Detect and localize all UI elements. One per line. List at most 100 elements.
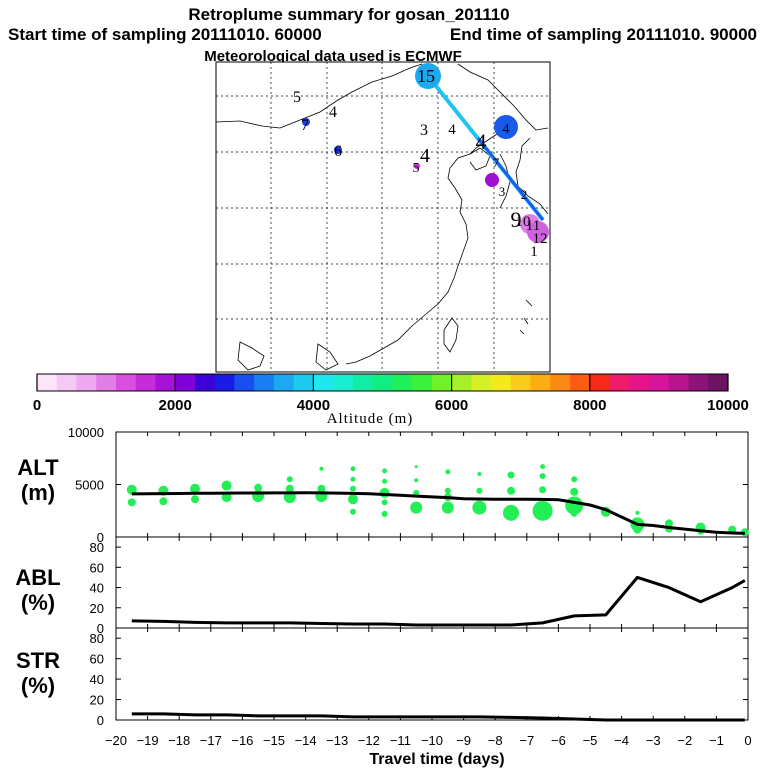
altitude-cluster-point <box>539 486 547 494</box>
altitude-cluster-point <box>190 483 200 494</box>
x-tick-label: −19 <box>137 733 159 748</box>
y-tick-label: 5000 <box>75 478 104 493</box>
x-tick-label: −18 <box>168 733 190 748</box>
x-tick-label: −20 <box>105 733 127 748</box>
altitude-cluster-point <box>126 484 137 495</box>
plume-cluster-6 <box>334 146 342 154</box>
str-axis-label: (%) <box>21 673 55 698</box>
met-data-note: Meteorological data used is ECMWF <box>204 48 462 65</box>
x-tick-label: 0 <box>744 733 751 748</box>
colorbar-swatch <box>649 374 670 391</box>
map-label: 3 <box>499 184 506 199</box>
colorbar-swatch <box>273 374 295 391</box>
x-tick-label: −9 <box>456 733 471 748</box>
altitude-cluster-point <box>159 497 168 506</box>
colorbar-swatch <box>313 374 334 391</box>
altitude-cluster-point <box>410 501 423 514</box>
altitude-cluster-point <box>382 478 388 484</box>
plume-cluster-10 <box>527 221 549 243</box>
colorbar-swatch <box>570 374 591 391</box>
x-tick-label: −1 <box>709 733 724 748</box>
figure-title: Retroplume summary for gosan_201110 <box>188 5 509 24</box>
colorbar-swatch <box>155 374 176 391</box>
abl-series-line <box>131 575 746 627</box>
x-tick-label: −4 <box>614 733 629 748</box>
x-tick-label: −6 <box>551 733 566 748</box>
colorbar-swatch <box>451 374 472 391</box>
altitude-cluster-point <box>503 504 519 521</box>
map-label: 1 <box>530 244 538 260</box>
colorbar-tick-label: 6000 <box>435 397 468 414</box>
x-tick-label: −14 <box>295 733 317 748</box>
colorbar-swatch <box>214 374 235 391</box>
map-label: 12 <box>533 231 548 247</box>
alt-panel-frame <box>115 431 749 538</box>
altitude-cluster-point <box>348 494 358 505</box>
str-series-line <box>131 712 745 722</box>
colorbar-tick-label: 8000 <box>573 397 606 414</box>
altitude-cluster-point <box>254 483 263 492</box>
x-axis-title: Travel time (days) <box>369 751 504 768</box>
map-label: 2 <box>521 187 528 202</box>
altitude-cluster-point <box>285 484 294 493</box>
altitude-cluster-point <box>127 498 136 507</box>
colorbar-swatch <box>96 374 117 391</box>
colorbar-swatch <box>491 374 512 391</box>
str-axis-label: STR <box>16 648 60 673</box>
colorbar-swatch <box>333 374 354 391</box>
x-tick-label: −13 <box>326 733 348 748</box>
altitude-cluster-point <box>350 476 356 482</box>
colorbar-tick-label: 10000 <box>707 397 749 414</box>
alt-axis-label: (m) <box>21 480 55 505</box>
map-label: 11 <box>526 218 540 234</box>
y-tick-label: 0 <box>97 621 104 636</box>
map-gridlines <box>216 62 550 372</box>
colorbar-swatch <box>37 374 58 391</box>
altitude-cluster-point <box>571 476 578 483</box>
colorbar-swatch <box>352 374 374 391</box>
end-time: End time of sampling 20111010. 90000 <box>450 25 757 44</box>
altitude-cluster-point <box>507 471 515 479</box>
altitude-cluster-point <box>532 500 553 521</box>
abl-axis-label: (%) <box>21 590 55 615</box>
altitude-cluster-point <box>191 495 199 504</box>
altitude-cluster-point <box>477 472 482 476</box>
map-label: 6 <box>334 143 342 160</box>
colorbar-swatch <box>550 374 571 391</box>
colorbar-tick-label: 0 <box>33 397 41 414</box>
map-label: 5 <box>413 161 420 176</box>
altitude-cluster-point <box>382 468 388 474</box>
time-series-panels: ALT(m)1000050000ABL(%)806040200STR(%)806… <box>15 425 751 768</box>
colorbar-swatch <box>234 374 255 391</box>
colorbar-swatch <box>688 374 709 391</box>
y-tick-label: 40 <box>90 672 104 687</box>
x-tick-label: −11 <box>390 733 411 748</box>
x-tick-label: −2 <box>677 733 692 748</box>
colorbar-tick-label: 2000 <box>159 397 192 414</box>
y-tick-label: 20 <box>90 601 104 616</box>
map-label: 3 <box>420 122 428 139</box>
altitude-cluster-point <box>381 510 388 517</box>
altitude-cluster-point <box>633 525 642 534</box>
altitude-cluster-point <box>571 510 578 517</box>
map-coastlines <box>215 63 549 371</box>
altitude-cluster-point <box>507 486 515 495</box>
map-label: 7 <box>301 117 309 134</box>
altitude-cluster-point <box>221 480 232 491</box>
altitude-cluster-point <box>414 465 418 469</box>
colorbar-swatch <box>135 374 156 391</box>
map-label: 4 <box>448 122 456 138</box>
plume-cluster-4 <box>494 115 518 139</box>
y-tick-label: 0 <box>97 713 104 728</box>
colorbar-tick-label: 4000 <box>297 397 330 414</box>
altitude-cluster-point <box>350 508 356 515</box>
abl-axis-label: ABL <box>15 565 60 590</box>
plume-track-blue <box>476 137 545 221</box>
colorbar-swatch <box>175 374 196 391</box>
x-tick-label: −3 <box>646 733 661 748</box>
colorbar-swatch <box>629 374 650 391</box>
altitude-cluster-point <box>381 499 388 506</box>
altitude-cluster-point <box>350 485 356 492</box>
y-tick-label: 60 <box>90 560 104 575</box>
